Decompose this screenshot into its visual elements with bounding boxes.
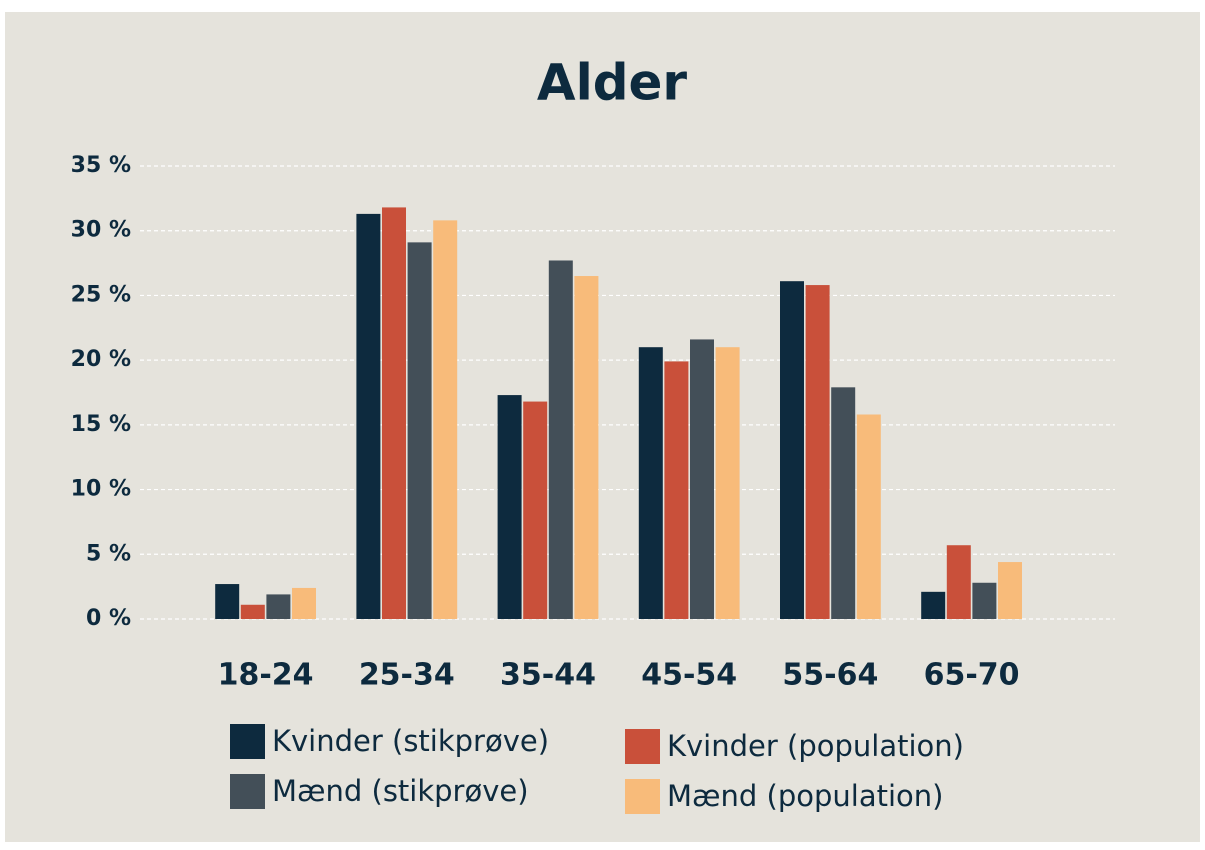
y-tick-label: 5 %	[86, 541, 131, 566]
bar	[523, 401, 548, 619]
bar	[972, 582, 997, 619]
chart-title: Alder	[537, 54, 688, 112]
bar	[690, 339, 714, 619]
bar	[497, 395, 522, 619]
bar	[921, 591, 946, 619]
x-tick-label: 35-44	[500, 658, 596, 693]
bar	[664, 361, 689, 619]
y-tick-label: 0 %	[86, 606, 131, 631]
bar	[780, 281, 804, 619]
bar	[215, 584, 240, 619]
y-tick-label: 10 %	[71, 477, 131, 502]
x-tick-label: 65-70	[924, 658, 1020, 693]
y-tick-label: 25 %	[71, 282, 131, 307]
legend-swatch	[230, 774, 265, 809]
y-tick-label: 20 %	[71, 347, 131, 372]
bar	[433, 220, 458, 620]
bar	[856, 414, 881, 619]
bar	[266, 594, 291, 619]
y-tick-label: 30 %	[71, 218, 131, 243]
bar	[356, 213, 381, 620]
legend-swatch	[625, 729, 660, 764]
legend-label: Kvinder (population)	[667, 729, 964, 763]
bar	[240, 604, 265, 619]
bar	[382, 207, 406, 619]
bar	[548, 260, 573, 619]
bar	[805, 285, 830, 619]
y-tick-label: 35 %	[71, 153, 131, 178]
chart-background	[5, 12, 1200, 842]
legend-swatch	[625, 779, 660, 814]
legend-swatch	[230, 724, 265, 759]
bar	[715, 347, 740, 619]
bar	[998, 562, 1022, 619]
bar	[574, 276, 599, 619]
bar	[292, 587, 316, 619]
bar	[407, 242, 432, 619]
bar	[831, 387, 856, 619]
x-tick-label: 45-54	[641, 658, 737, 693]
legend-label: Mænd (stikprøve)	[272, 774, 529, 808]
x-tick-label: 25-34	[359, 658, 455, 693]
bar	[638, 347, 663, 619]
bar	[946, 545, 971, 619]
x-tick-label: 18-24	[218, 658, 314, 693]
y-tick-label: 15 %	[71, 412, 131, 437]
x-tick-label: 55-64	[782, 658, 878, 693]
legend-label: Kvinder (stikprøve)	[272, 724, 549, 758]
legend-label: Mænd (population)	[667, 779, 943, 813]
